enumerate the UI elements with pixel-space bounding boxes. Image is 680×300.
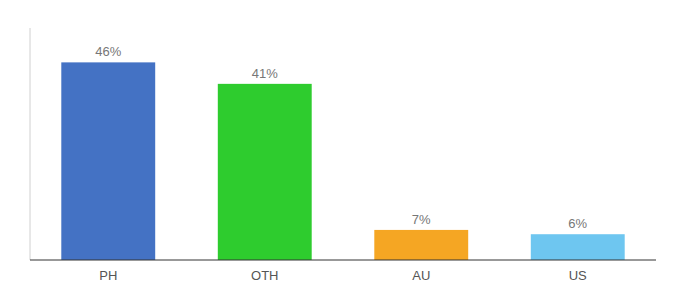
x-tick-label: PH [99, 268, 117, 283]
bars [61, 62, 624, 260]
data-label: 7% [412, 212, 431, 227]
x-tick-label: OTH [251, 268, 278, 283]
data-label: 41% [252, 66, 278, 81]
chart-container: PH OTH AU US 46% 41% 7% 6% [0, 0, 680, 300]
bar [531, 234, 625, 260]
x-tick-label: US [569, 268, 587, 283]
bar [374, 230, 468, 260]
y-axis-line [30, 28, 31, 260]
data-label: 46% [95, 44, 121, 59]
x-tick-label: AU [412, 268, 430, 283]
bar [218, 84, 312, 260]
x-axis-line [30, 260, 656, 261]
chart-svg: PH OTH AU US 46% 41% 7% 6% [0, 0, 680, 300]
data-labels: 46% 41% 7% 6% [95, 44, 587, 231]
data-label: 6% [568, 216, 587, 231]
bar [61, 62, 155, 260]
